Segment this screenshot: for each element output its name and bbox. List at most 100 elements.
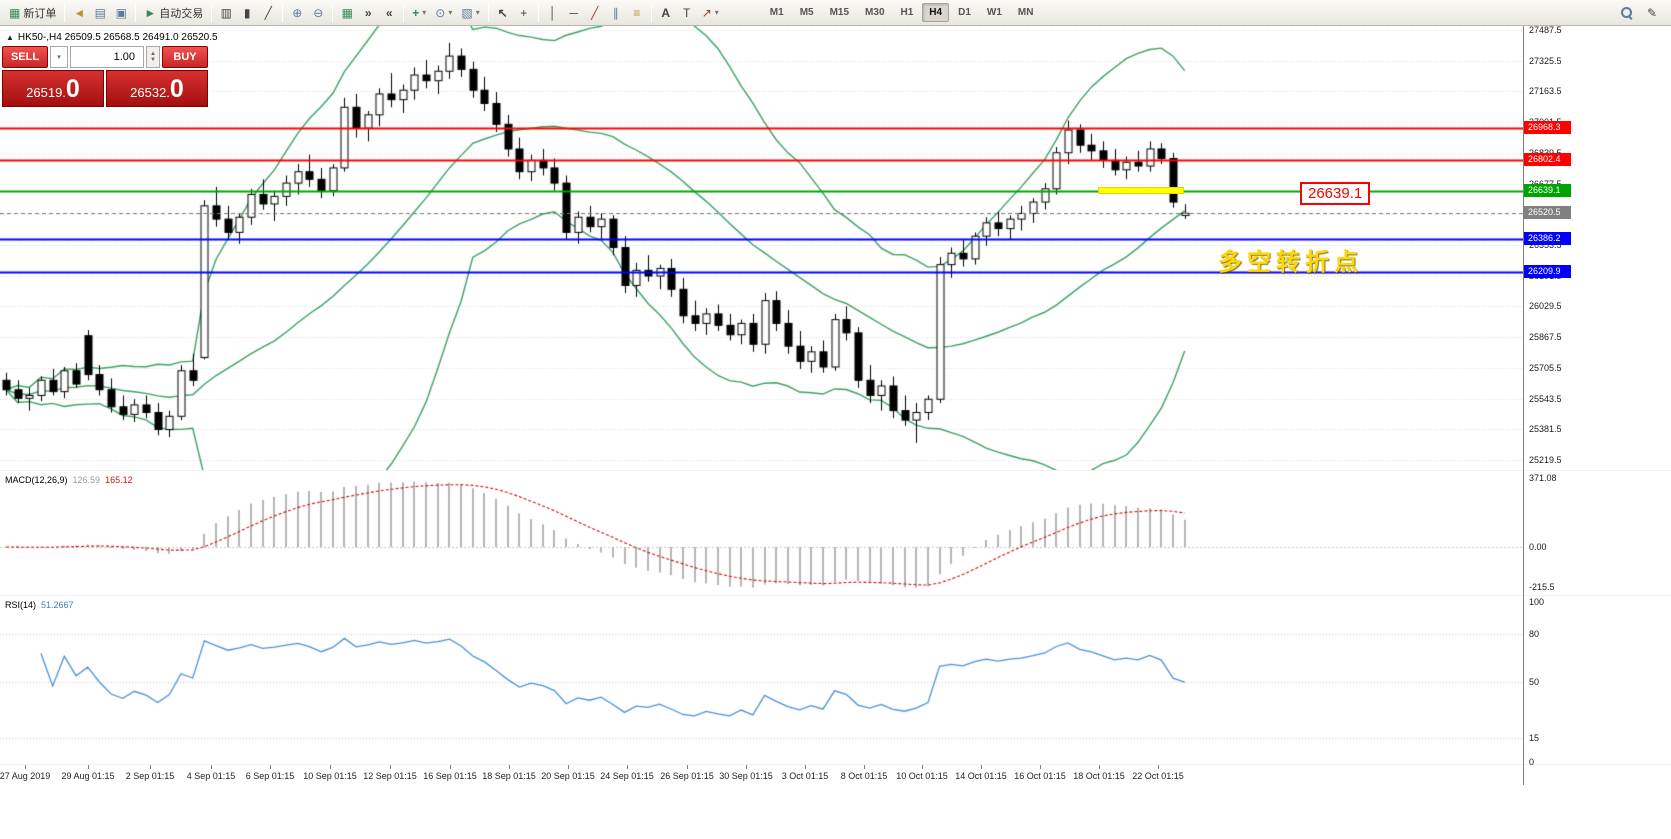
templates-button[interactable]: ▧ ▾ — [457, 3, 483, 23]
buy-button[interactable]: BUY — [162, 46, 208, 68]
quick-edit-button[interactable]: ✎ — [1642, 3, 1662, 23]
spin-down-icon: ▼ — [150, 57, 156, 63]
time-label: 3 Oct 01:15 — [781, 771, 829, 781]
panel-separator — [0, 764, 1671, 765]
cursor-button[interactable]: ↖ — [493, 3, 513, 23]
indicators-button[interactable]: + ▾ — [408, 3, 430, 23]
price-tick-label: 25867.5 — [1529, 332, 1562, 343]
time-label: 2 Sep 01:15 — [125, 771, 175, 781]
oneclick-toggle-icon[interactable]: ▲ — [6, 33, 14, 42]
price-tick-label: 27487.5 — [1529, 25, 1562, 35]
yellow-highlight-segment[interactable] — [1098, 186, 1184, 194]
price-tick-label: 25705.5 — [1529, 362, 1562, 373]
volume-input[interactable]: 1.00 — [70, 46, 144, 68]
candlestick-icon: ▮ — [243, 5, 251, 20]
chart-header: ▲ HK50-,H4 26509.5 26568.5 26491.0 26520.… — [6, 32, 218, 43]
crosshair-button[interactable]: + — [514, 3, 534, 23]
time-tick — [88, 765, 89, 769]
panel-separator[interactable] — [0, 470, 1671, 471]
toolbar-separator — [537, 3, 539, 22]
trendline-button[interactable]: ╱ — [585, 3, 605, 23]
volume-spinner[interactable]: ▲ ▼ — [146, 46, 160, 68]
auto-scroll-icon: » — [364, 5, 372, 20]
news-button[interactable]: ▤ — [90, 3, 110, 23]
macd-panel-canvas[interactable] — [0, 471, 1523, 595]
pencil-icon: ✎ — [1646, 5, 1658, 20]
timeframe-H4[interactable]: H4 — [922, 3, 950, 22]
timeframe-M15[interactable]: M15 — [829, 7, 850, 18]
trendline-icon: ╱ — [591, 5, 599, 20]
time-label: 18 Sep 01:15 — [482, 771, 536, 781]
sell-price-display[interactable]: 26519. 0 — [2, 70, 104, 107]
rsi-label: RSI(14) 51.2667 — [5, 600, 74, 610]
timeframe-H1[interactable]: H1 — [900, 7, 914, 18]
time-label: 14 Oct 01:15 — [955, 771, 1007, 781]
time-tick — [1099, 765, 1100, 769]
time-tick — [687, 765, 688, 769]
periods-button[interactable]: ⊙ ▾ — [431, 3, 456, 23]
horizontal-line-button[interactable]: ─ — [564, 3, 584, 23]
rsi-axis-label: 15 — [1529, 733, 1540, 743]
alerts-button[interactable]: ◄ — [69, 3, 89, 23]
price-callout-box[interactable]: 26639.1 — [1300, 182, 1371, 205]
toolbar-separator — [135, 3, 137, 22]
timeframe-M5[interactable]: M5 — [799, 7, 814, 18]
price-axis[interactable]: 27487.527325.527163.527001.526839.526677… — [1523, 25, 1671, 785]
auto-scroll-button[interactable]: » — [358, 3, 378, 23]
vertical-line-button[interactable]: │ — [543, 3, 563, 23]
candlestick-chart-button[interactable]: ▮ — [237, 3, 257, 23]
zoom-out-button[interactable]: ⊖ — [308, 3, 328, 23]
timeframe-MN[interactable]: MN — [1017, 7, 1034, 18]
chevron-down-icon: ▾ — [475, 8, 480, 17]
search-button[interactable] — [1616, 3, 1636, 23]
time-tick — [1040, 765, 1041, 769]
rsi-axis-label: 50 — [1529, 677, 1540, 687]
time-label: 4 Sep 01:15 — [186, 771, 236, 781]
chart-shift-icon: « — [385, 5, 393, 20]
text-icon: A — [661, 5, 671, 20]
timeframe-M30[interactable]: M30 — [865, 7, 885, 18]
note-text[interactable]: 多空转折点 — [1218, 249, 1363, 276]
channel-button[interactable]: ∥ — [606, 3, 626, 23]
new-order-button[interactable]: ▦ 新订单 — [5, 3, 60, 23]
toolbar-separator — [650, 3, 652, 22]
horizontal-line-icon: ─ — [569, 5, 578, 20]
timeframe-M1[interactable]: M1 — [769, 7, 784, 18]
zoom-in-button[interactable]: ⊕ — [287, 3, 307, 23]
price-tick-label: 26353.5 — [1529, 240, 1562, 250]
chart-area: ▲ HK50-,H4 26509.5 26568.5 26491.0 26520.… — [0, 25, 1671, 785]
autotrade-button[interactable]: ► 自动交易 — [140, 3, 207, 23]
one-click-trading-panel: SELL ▾ 1.00 ▲ ▼ BUY 26519. 0 26532. 0 — [2, 46, 208, 107]
volume-dropdown[interactable]: ▾ — [50, 46, 68, 68]
bar-chart-button[interactable]: ▥ — [216, 3, 236, 23]
panel-separator[interactable] — [0, 595, 1671, 596]
price-line-label: 26802.4 — [1524, 152, 1571, 166]
cursor-icon: ↖ — [497, 5, 508, 20]
macd-label: MACD(12,26,9) 126.59 165.12 — [5, 475, 133, 485]
template-icon: ▧ — [461, 5, 473, 20]
arrows-button[interactable]: ↗ ▾ — [698, 3, 723, 23]
chart-shift-button[interactable]: « — [379, 3, 399, 23]
channel-icon: ∥ — [612, 5, 619, 20]
price-line-label: 26639.1 — [1524, 183, 1571, 197]
buy-price-display[interactable]: 26532. 0 — [106, 70, 208, 107]
tile-windows-button[interactable]: ▦ — [337, 3, 357, 23]
rsi-panel-canvas[interactable] — [0, 596, 1523, 764]
time-axis[interactable]: 27 Aug 2019 29 Aug 01:15 2 Sep 01:15 4 Sep … — [0, 765, 1523, 785]
price-line-label: 26386.2 — [1524, 231, 1571, 245]
text-button[interactable]: A — [656, 3, 676, 23]
rsi-axis-label: 0 — [1529, 757, 1535, 767]
buy-price-big-digit: 0 — [169, 75, 184, 103]
macd-axis-label: 371.08 — [1529, 472, 1557, 483]
time-label: 12 Sep 01:15 — [363, 771, 417, 781]
timeframe-W1[interactable]: W1 — [986, 7, 1002, 18]
toolbar-separator — [211, 3, 213, 22]
market-watch-button[interactable]: ▣ — [111, 3, 131, 23]
main-chart-canvas[interactable] — [0, 26, 1523, 470]
label-button[interactable]: T — [677, 3, 697, 23]
timeframe-D1[interactable]: D1 — [958, 7, 971, 18]
time-tick — [1158, 765, 1159, 769]
fibonacci-button[interactable]: ≡ — [627, 3, 647, 23]
sell-button[interactable]: SELL — [2, 46, 48, 68]
line-chart-button[interactable]: ╱ — [258, 3, 278, 23]
